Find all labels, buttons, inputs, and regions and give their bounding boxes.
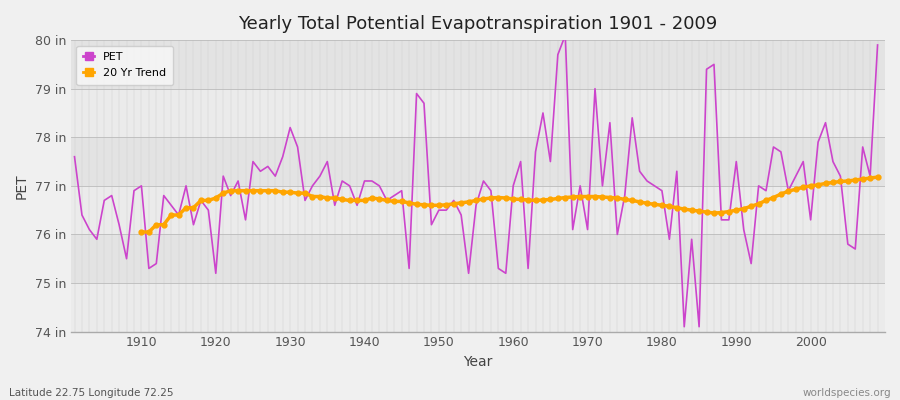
Text: Latitude 22.75 Longitude 72.25: Latitude 22.75 Longitude 72.25	[9, 388, 174, 398]
Legend: PET, 20 Yr Trend: PET, 20 Yr Trend	[76, 46, 173, 85]
Bar	[71, 89, 885, 137]
Bar	[71, 283, 885, 332]
Y-axis label: PET: PET	[15, 173, 29, 199]
Bar	[71, 40, 885, 89]
Title: Yearly Total Potential Evapotranspiration 1901 - 2009: Yearly Total Potential Evapotranspiratio…	[238, 15, 717, 33]
Bar	[71, 234, 885, 283]
Bar	[71, 186, 885, 234]
X-axis label: Year: Year	[464, 355, 492, 369]
Bar	[71, 137, 885, 186]
Text: worldspecies.org: worldspecies.org	[803, 388, 891, 398]
